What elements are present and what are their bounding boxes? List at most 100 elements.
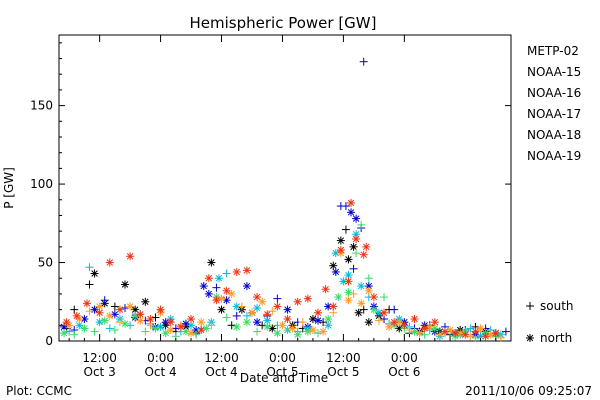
x-tick-time-label: 0:00 [147, 351, 174, 365]
legend-item-noaa-16: NOAA-16 [527, 86, 581, 100]
data-point-noaa-19-37 [400, 321, 409, 330]
data-point-noaa-19-30 [347, 198, 356, 207]
data-point-noaa-17-23 [293, 330, 302, 339]
data-point-noaa-18-32 [374, 316, 383, 325]
data-point-noaa-17-31 [364, 274, 373, 283]
data-point-noaa-18-4 [105, 311, 114, 320]
data-point-metp-02-1 [70, 305, 79, 314]
legend: METP-02 NOAA-15 NOAA-16 NOAA-17 NOAA-18 NOAA-… [527, 44, 581, 163]
data-point-noaa-16-12 [187, 321, 196, 330]
data-point-metp-02-32 [364, 318, 373, 327]
data-point-noaa-17-32 [369, 305, 378, 314]
data-point-noaa-16-31 [357, 282, 366, 291]
data-point-noaa-18-29 [349, 289, 358, 298]
legend-item-noaa-18: NOAA-18 [527, 128, 581, 142]
data-point-noaa-15-32 [349, 264, 358, 273]
data-point-noaa-18-35 [405, 326, 414, 335]
data-point-metp-02-15 [217, 305, 226, 314]
data-point-noaa-15-20 [253, 318, 262, 327]
data-point-noaa-19-7 [136, 310, 145, 319]
data-point-noaa-19-15 [212, 296, 221, 305]
data-point-noaa-18-5 [115, 318, 124, 327]
y-tick-label: 150 [30, 99, 53, 113]
data-point-noaa-18-28 [344, 296, 353, 305]
data-point-noaa-18-24 [308, 326, 317, 335]
data-point-noaa-19-20 [263, 310, 272, 319]
data-point-noaa-15-10 [161, 318, 170, 327]
marker-legend: south north [526, 299, 574, 345]
data-point-noaa-15-27 [324, 302, 333, 311]
data-point-noaa-16-3 [95, 318, 104, 327]
legend-item-noaa-17: NOAA-17 [527, 107, 581, 121]
data-point-noaa-17-33 [380, 293, 389, 302]
data-point-noaa-17-22 [283, 326, 292, 335]
data-point-noaa-19-33 [362, 242, 371, 251]
data-point-metp-02-31 [359, 305, 368, 314]
data-point-noaa-15-5 [110, 310, 119, 319]
data-point-noaa-18-7 [136, 316, 145, 325]
data-point-noaa-15-6 [121, 304, 130, 313]
data-point-noaa-19-32 [359, 250, 368, 259]
data-point-noaa-17-4 [100, 316, 109, 325]
data-point-noaa-16-2 [85, 263, 94, 272]
data-point-noaa-16-4 [105, 324, 114, 333]
data-point-noaa-19-35 [380, 308, 389, 317]
data-points [60, 57, 510, 342]
data-point-noaa-18-14 [207, 321, 216, 330]
data-point-noaa-19-4 [105, 258, 114, 267]
data-point-metp-02-5 [110, 302, 119, 311]
data-point-metp-02-3 [90, 269, 99, 278]
data-point-noaa-15-26 [314, 316, 323, 325]
data-point-noaa-19-1 [72, 311, 81, 320]
marker-legend-symbol-north [526, 334, 534, 342]
data-point-noaa-18-12 [187, 329, 196, 338]
footer-timestamp: 2011/10/06 09:25:07 [465, 384, 592, 398]
data-point-noaa-15-18 [232, 311, 241, 320]
data-point-metp-02-19 [258, 321, 267, 330]
x-tick-time-label: 0:00 [391, 351, 418, 365]
data-point-noaa-18-15 [217, 294, 226, 303]
x-axis-label: Date and Time [240, 371, 328, 385]
data-point-noaa-17-17 [232, 322, 241, 331]
data-point-noaa-18-38 [435, 330, 444, 339]
data-point-metp-02-27 [341, 225, 350, 234]
data-point-noaa-16-30 [352, 230, 361, 239]
data-point-noaa-19-17 [232, 267, 241, 276]
data-point-noaa-16-19 [253, 304, 262, 313]
data-point-noaa-17-3 [90, 327, 99, 336]
data-point-noaa-18-18 [247, 308, 256, 317]
x-tick-date-label: Oct 4 [205, 365, 237, 379]
data-point-noaa-19-19 [253, 293, 262, 302]
data-point-noaa-17-19 [253, 327, 262, 336]
data-point-noaa-15-19 [242, 282, 251, 291]
data-point-noaa-15-2 [80, 315, 89, 324]
footer-source: Plot: CCMC [6, 384, 72, 398]
data-point-noaa-15-17 [222, 296, 231, 305]
y-tick-label: 0 [45, 334, 53, 348]
data-point-noaa-19-0 [62, 318, 71, 327]
data-point-noaa-19-18 [242, 266, 251, 275]
y-axis-label: P [GW] [2, 167, 16, 209]
data-point-metp-02-25 [329, 261, 338, 270]
x-tick-date-label: Oct 4 [144, 365, 176, 379]
data-point-noaa-15-22 [273, 294, 282, 303]
x-tick-date-label: Oct 5 [266, 365, 298, 379]
data-point-noaa-17-30 [357, 220, 366, 229]
data-point-noaa-18-3 [95, 302, 104, 311]
data-point-noaa-15-3 [90, 305, 99, 314]
data-point-noaa-17-27 [334, 293, 343, 302]
data-point-noaa-15-31 [347, 208, 356, 217]
data-point-noaa-17-16 [222, 313, 231, 322]
data-point-noaa-16-16 [222, 269, 231, 278]
data-point-noaa-17-5 [110, 326, 119, 335]
data-point-noaa-16-9 [156, 322, 165, 331]
data-point-noaa-15-4 [100, 296, 109, 305]
data-point-noaa-19-24 [303, 294, 312, 303]
data-point-noaa-17-20 [263, 322, 272, 331]
data-point-metp-02-24 [319, 318, 328, 327]
data-point-noaa-19-6 [126, 252, 135, 261]
data-point-noaa-19-27 [329, 302, 338, 311]
data-point-noaa-15-14 [199, 282, 208, 291]
data-point-noaa-18-43 [486, 330, 495, 339]
data-point-noaa-19-44 [471, 327, 480, 336]
